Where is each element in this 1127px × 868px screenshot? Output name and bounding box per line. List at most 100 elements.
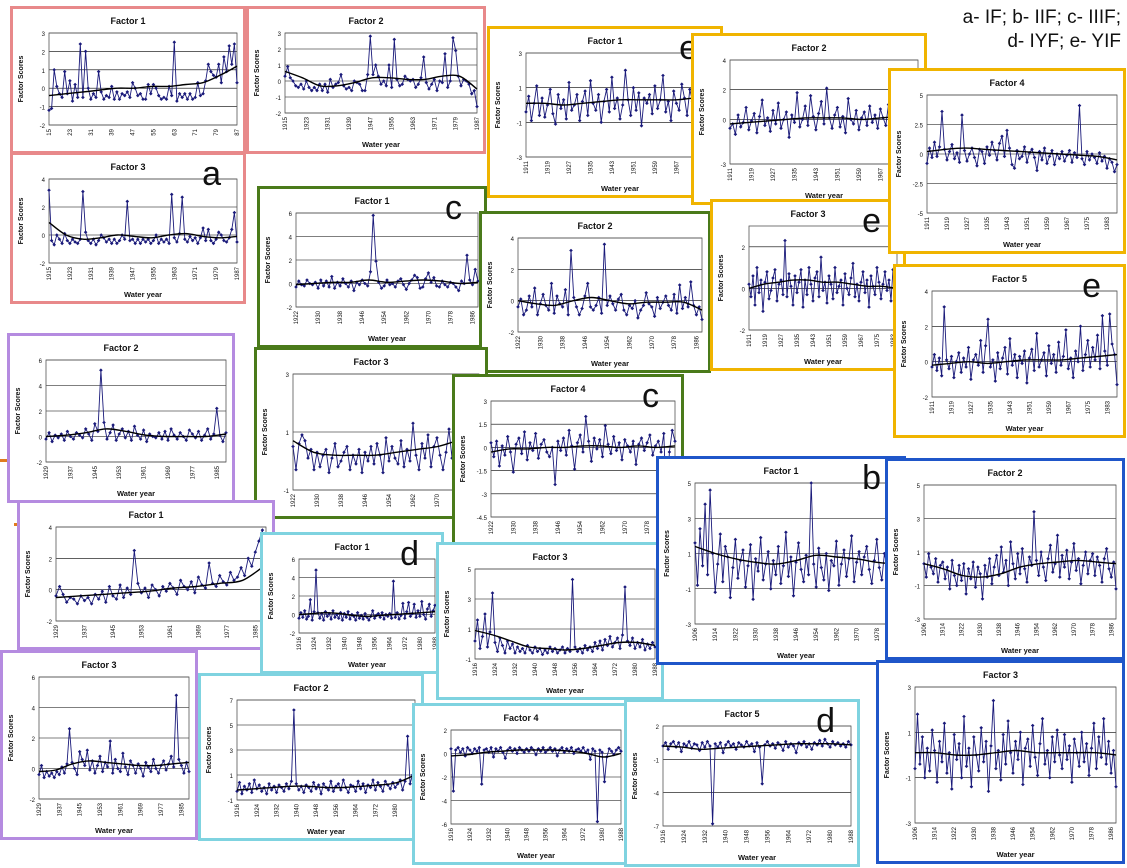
data-point [967, 746, 971, 750]
trend-curve [525, 97, 715, 106]
x-tick-label: 1929 [37, 802, 43, 816]
data-point [1042, 146, 1047, 150]
data-point [978, 572, 982, 576]
data-point [642, 96, 646, 100]
data-point [830, 126, 834, 131]
data-point [327, 611, 331, 616]
data-point [424, 80, 429, 85]
y-tick-label: -3 [915, 618, 921, 624]
data-point [111, 423, 115, 427]
x-tick-label: 1983 [1105, 216, 1111, 230]
data-point [791, 594, 796, 598]
y-tick-label: -2 [276, 112, 282, 118]
data-point [408, 459, 412, 463]
data-point [1010, 363, 1015, 367]
x-tick-label: 1932 [513, 662, 519, 676]
x-tick-label: 1986 [470, 310, 476, 324]
data-point [282, 789, 286, 794]
data-point [209, 69, 213, 74]
data-point [193, 236, 197, 240]
trend-curve [292, 437, 480, 457]
x-tick-label: 1956 [765, 829, 771, 843]
x-tick-label: 1954 [382, 310, 388, 324]
chart-svg: Factor 4 -6 -4 -2 0 2 Factor Scores 1916 1924 193… [415, 706, 627, 862]
data-point [47, 108, 51, 113]
x-tick-label: 1954 [605, 335, 611, 349]
data-point [49, 106, 54, 111]
x-tick-label: 1946 [363, 493, 369, 507]
y-tick-label: 2 [289, 259, 293, 265]
data-point [156, 771, 161, 775]
data-point [1101, 716, 1106, 721]
x-tick-label: 1987 [475, 116, 481, 130]
x-tick-label: 1972 [807, 829, 813, 843]
x-tick-label: 1919 [763, 333, 769, 347]
data-point [1111, 748, 1116, 753]
data-point [154, 86, 158, 91]
data-point [1032, 368, 1036, 373]
x-tick-label: 1927 [965, 216, 971, 230]
data-point [188, 91, 192, 96]
data-point [70, 99, 75, 103]
data-point [822, 578, 826, 582]
y-tick-label: -4 [442, 800, 448, 806]
x-tick-label: 1914 [713, 627, 719, 641]
data-point [420, 599, 424, 604]
data-point [143, 97, 148, 102]
data-point [138, 91, 143, 96]
data-point [534, 84, 539, 88]
x-tick-label: 1906 [693, 627, 699, 641]
data-point [57, 772, 62, 777]
data-point [830, 739, 835, 744]
y-tick-label: -2 [509, 331, 515, 337]
data-point [827, 588, 831, 593]
data-point [915, 712, 920, 716]
data-point [1046, 556, 1050, 561]
x-tick-label: 1977 [159, 802, 165, 816]
x-tick-label: 1932 [703, 829, 709, 843]
x-tick-label: 1959 [857, 167, 863, 181]
data-point [935, 780, 939, 784]
y-tick-label: 2 [444, 729, 448, 735]
x-tick-label: 1929 [44, 465, 50, 479]
x-tick-label: 1962 [601, 520, 607, 534]
data-point [1052, 162, 1057, 167]
group-legend-note: a- IF; b- IIF; c- IIIF; d- IYF; e- YIF [963, 6, 1121, 54]
data-point [1098, 366, 1102, 371]
data-point [1032, 510, 1036, 514]
chart-svg: Factor 1 -3 -1 1 3 Factor Scores 1911 1919 1927 1… [490, 29, 720, 195]
data-point [577, 118, 582, 123]
data-point [543, 115, 547, 119]
data-point [55, 233, 59, 237]
data-point [599, 120, 603, 125]
x-tick-label: 1948 [357, 636, 363, 650]
chart-background [257, 350, 485, 516]
data-point [950, 787, 954, 791]
data-point [345, 444, 349, 449]
x-tick-label: 1935 [795, 333, 801, 347]
x-tick-label: 1930 [538, 335, 544, 349]
data-point [384, 84, 389, 88]
y-tick-label: -4 [654, 792, 660, 798]
y-axis-label: Factor Scores [718, 255, 725, 302]
data-point [779, 581, 783, 586]
data-point [658, 306, 662, 311]
data-point [503, 756, 508, 760]
data-point [846, 96, 850, 101]
data-point [669, 308, 674, 312]
data-point [1013, 577, 1018, 581]
data-point [564, 117, 569, 121]
data-point [957, 741, 961, 746]
x-axis-label: Water year [117, 489, 155, 498]
chart-title: Factor 1 [110, 16, 145, 26]
data-point [677, 283, 682, 287]
data-point [357, 616, 362, 620]
y-axis-label: Factor Scores [15, 388, 22, 435]
plot-frame [517, 237, 703, 333]
data-point [420, 441, 424, 446]
data-point [219, 80, 224, 85]
data-point [117, 238, 122, 243]
x-tick-label: 1935 [588, 160, 594, 174]
data-point [208, 437, 213, 441]
data-point [950, 558, 954, 563]
